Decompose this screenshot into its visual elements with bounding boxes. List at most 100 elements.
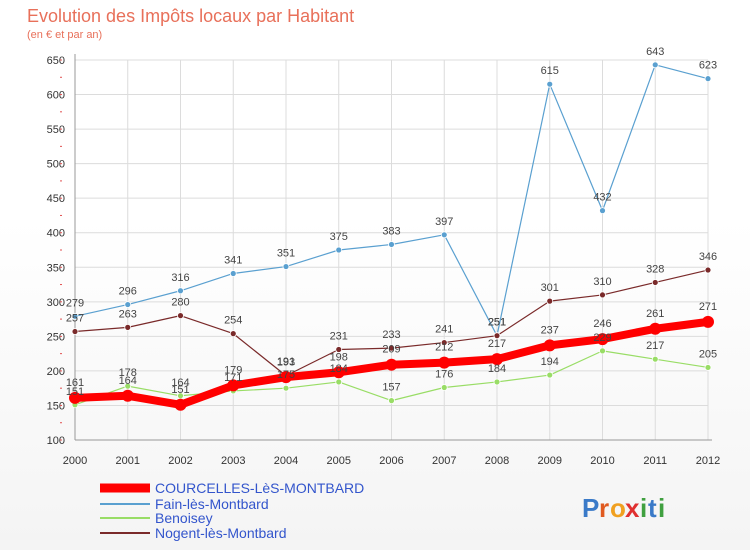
x-tick-label: 2001 [116,455,140,467]
legend-label: Nogent-lès-Montbard [155,525,287,541]
data-label: 432 [593,192,611,204]
data-label: 233 [382,329,400,341]
data-point [335,378,343,386]
y-tick-label: 600 [47,90,65,102]
chart-subtitle: (en € et par an) [27,29,102,41]
data-label: 254 [224,315,242,327]
data-label: 375 [330,231,348,243]
data-label: 296 [119,286,137,298]
data-label: 341 [224,254,242,266]
data-point [282,263,290,270]
data-point [704,266,712,274]
data-label: 178 [119,367,137,379]
data-label: 193 [277,357,295,369]
data-point [69,391,81,404]
data-point [71,312,79,320]
data-point [599,347,606,355]
data-point [438,356,451,369]
data-label: 241 [435,324,453,336]
data-label: 231 [330,330,348,342]
data-point [596,333,609,346]
logo-letter: r [599,493,609,523]
data-point [599,207,606,215]
data-label: 151 [66,386,84,398]
data-point [651,279,659,286]
data-label: 209 [382,344,400,356]
data-label: 263 [119,308,137,320]
chart-title: Evolution des Impôts locaux par Habitant [27,6,354,26]
data-label: 397 [435,216,453,228]
data-label: 261 [646,308,664,320]
data-label: 346 [699,251,717,263]
y-tick-label: 300 [47,297,65,309]
data-label: 175 [277,369,295,381]
data-point [385,358,398,371]
data-point [280,371,292,384]
y-tick-label: 250 [47,331,65,343]
axes: 100 150 200 250 300 350 400 450 500 550 600 650 2000… [47,54,720,467]
data-label: 191 [277,356,295,368]
data-label: 229 [593,332,611,344]
data-label: 328 [646,263,664,275]
data-label: 164 [171,377,189,389]
data-point [651,355,659,363]
data-label: 279 [66,297,84,309]
data-label: 615 [541,65,559,77]
data-point [702,315,714,328]
data-point [440,231,448,239]
data-label: 246 [593,318,611,330]
data-point [388,397,395,405]
legend-label: Fain-lès-Montbard [155,496,269,512]
data-label: 164 [119,375,137,387]
logo-letter: x [625,493,640,523]
data-point [335,346,343,353]
legend: COURCELLES-LèS-MONTBARDFain-lès-Montbard… [100,480,364,541]
data-label: 179 [224,364,242,376]
data-label: 251 [488,317,506,329]
data-label: 280 [171,297,189,309]
y-tick-label: 100 [47,435,65,447]
data-point [491,353,503,366]
data-point [388,241,395,248]
data-label: 251 [488,317,506,329]
data-point [599,291,606,299]
legend-label: COURCELLES-LèS-MONTBARD [155,480,364,496]
y-tick-label: 500 [47,159,65,171]
data-label: 351 [277,248,295,260]
data-label: 316 [171,272,189,284]
logo-letter: i [640,493,647,523]
x-tick-label: 2009 [538,455,562,467]
data-label: 161 [66,377,84,389]
data-point [121,389,134,402]
data-label: 301 [541,282,559,294]
data-label: 198 [330,351,348,363]
data-point [543,339,556,352]
data-point [282,384,290,392]
y-tick-label: 400 [47,228,65,240]
x-tick-label: 2012 [696,455,720,467]
data-label: 310 [593,276,611,288]
data-label: 184 [330,363,348,375]
data-point [493,332,501,340]
data-point [229,330,237,338]
x-tick-label: 2010 [590,455,614,467]
logo-letter: P [582,493,599,523]
y-tick-label: 350 [47,262,65,274]
data-point [124,301,132,308]
data-label: 623 [699,60,717,72]
logo-letter: i [658,493,665,523]
data-point [177,312,184,320]
logo-letter: o [610,493,626,523]
x-tick-label: 2003 [221,455,245,467]
data-point [704,364,712,371]
data-label: 257 [66,313,84,325]
data-label: 151 [171,384,189,396]
y-tick-label: 150 [47,400,65,412]
series-layer [69,61,714,411]
data-label: 383 [382,225,400,237]
x-tick-label: 2006 [379,455,403,467]
